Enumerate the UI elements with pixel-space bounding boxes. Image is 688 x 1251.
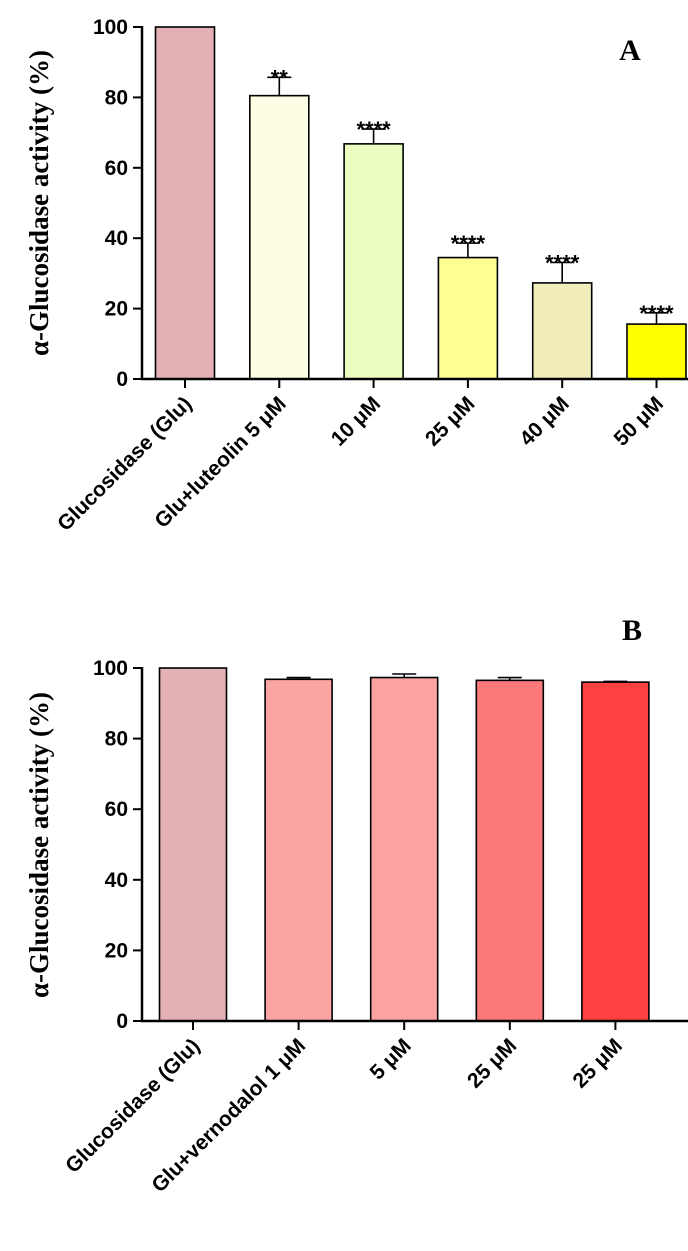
chart-a-y-tick-label-20: 20: [105, 298, 128, 321]
chart-a-significance-5: ****: [545, 250, 580, 275]
chart-a-significance-3: ****: [356, 117, 391, 142]
chart-a-x-tick-label-3: 10 μM: [327, 392, 385, 450]
chart-b-x-tick-label-5: 25 μM: [569, 1034, 627, 1092]
chart-a-bar-2: [249, 94, 310, 380]
chart-b-bar-2: [264, 678, 333, 1022]
chart-a-significance-2: **: [271, 65, 289, 90]
chart-b-x-tick-label-3: 5 μM: [366, 1034, 416, 1084]
chart-a-x-tick-label-4: 25 μM: [421, 392, 479, 450]
chart-a-y-tick-label-60: 60: [105, 157, 128, 180]
chart-a-significance-6: ****: [639, 301, 674, 326]
chart-b-panel-letter: B: [622, 614, 642, 647]
chart-a-significance-4: ****: [451, 231, 486, 256]
chart-a-bar-6: [626, 323, 687, 380]
chart-b-y-tick-label-80: 80: [105, 728, 128, 751]
chart-a-y-axis-title: α-Glucosidase activity (%): [24, 50, 54, 356]
chart-a-x-tick-label-5: 40 μM: [515, 392, 573, 450]
chart-a-bar-3: [343, 143, 404, 380]
chart-b-y-tick-label-100: 100: [93, 657, 128, 680]
chart-a-bar-4: [437, 256, 499, 380]
chart-b-y-tick-label-40: 40: [105, 869, 128, 892]
chart-a-x-tick-label-6: 50 μM: [610, 392, 668, 450]
chart-b-bar-4: [475, 679, 545, 1022]
chart-b-bar-5: [581, 681, 650, 1022]
chart-a-y-tick-label-80: 80: [105, 86, 128, 109]
chart-a-bar-1: [154, 26, 216, 380]
chart-a-y-tick-label-100: 100: [93, 16, 128, 39]
chart-b-x-tick-label-4: 25 μM: [463, 1034, 521, 1092]
chart-a-y-tick-label-0: 0: [116, 368, 128, 391]
chart-a-panel-letter: A: [619, 34, 641, 67]
chart-a-bar-5: [531, 282, 593, 380]
chart-b-y-tick-label-20: 20: [105, 939, 128, 962]
chart-b-y-tick-label-0: 0: [116, 1010, 128, 1033]
chart-b-y-axis-title: α-Glucosidase activity (%): [24, 692, 54, 998]
chart-b-y-tick-label-60: 60: [105, 798, 128, 821]
chart-b-bar-3: [369, 676, 439, 1022]
chart-b-bar-1: [158, 667, 228, 1022]
chart-a-y-tick-label-40: 40: [105, 227, 128, 250]
